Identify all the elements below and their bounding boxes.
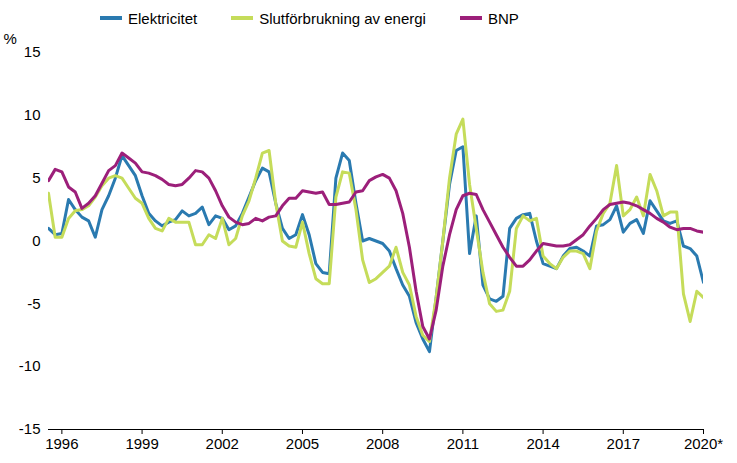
svg-text:-15: -15 — [19, 420, 41, 437]
svg-text:2002: 2002 — [206, 435, 239, 452]
html-text:BNP: BNP — [488, 9, 519, 27]
svg-text:2011: 2011 — [447, 435, 479, 452]
svg-text:1999: 1999 — [125, 435, 158, 452]
svg-text:-5: -5 — [27, 295, 40, 312]
svg-text:%: % — [4, 30, 17, 47]
svg-text:1996: 1996 — [45, 435, 78, 452]
svg-text:2008: 2008 — [366, 435, 399, 452]
svg-text:2014: 2014 — [526, 435, 559, 452]
svg-text:2020*: 2020* — [684, 435, 723, 452]
html-text:Elektricitet: Elektricitet — [128, 9, 198, 27]
svg-text:5: 5 — [32, 169, 40, 186]
svg-text:15: 15 — [24, 43, 41, 60]
svg-text:10: 10 — [24, 106, 41, 123]
svg-text:2005: 2005 — [286, 435, 319, 452]
html-text:Slutförbrukning av energi: Slutförbrukning av energi — [259, 9, 426, 27]
svg-text:2017: 2017 — [607, 435, 640, 452]
svg-text:0: 0 — [32, 232, 40, 249]
svg-text:-10: -10 — [19, 357, 41, 374]
